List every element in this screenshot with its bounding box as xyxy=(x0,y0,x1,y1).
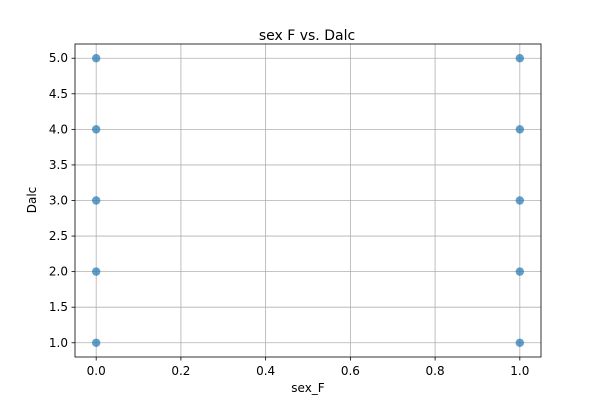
x-tick-label: 0.0 xyxy=(87,364,106,378)
x-axis-label: sex_F xyxy=(291,381,325,395)
y-tick-label: 4.0 xyxy=(49,122,68,136)
scatter-point xyxy=(91,54,101,63)
chart-title: sex F vs. Dalc xyxy=(259,28,355,44)
scatter-point xyxy=(515,125,525,134)
x-tick-label: 1.0 xyxy=(510,364,529,378)
scatter-point xyxy=(515,196,525,205)
x-tick-label: 0.2 xyxy=(171,364,190,378)
y-tick-label: 4.5 xyxy=(49,87,68,101)
scatter-point xyxy=(91,125,101,134)
y-tick-label: 1.5 xyxy=(49,300,68,314)
scatter-point xyxy=(515,54,525,63)
y-tick-label: 2.5 xyxy=(49,229,68,243)
scatter-point xyxy=(515,267,525,276)
scatter-point xyxy=(91,338,101,347)
x-tick-label: 0.4 xyxy=(256,364,275,378)
y-tick-label: 3.5 xyxy=(49,158,68,172)
scatter-point xyxy=(91,267,101,276)
y-axis-ticks: 1.0 1.5 2.0 2.5 3.0 3.5 4.0 4.5 5.0 xyxy=(49,51,75,350)
x-tick-label: 0.6 xyxy=(341,364,360,378)
y-tick-label: 1.0 xyxy=(49,336,68,350)
y-tick-label: 2.0 xyxy=(49,265,68,279)
scatter-point xyxy=(515,338,525,347)
y-tick-label: 3.0 xyxy=(49,194,68,208)
x-tick-label: 0.8 xyxy=(426,364,445,378)
grid-lines xyxy=(75,44,541,357)
scatter-points xyxy=(91,54,525,347)
y-tick-label: 5.0 xyxy=(49,51,68,65)
scatter-point xyxy=(91,196,101,205)
x-axis-ticks: 0.0 0.2 0.4 0.6 0.8 1.0 xyxy=(87,357,529,378)
y-axis-label: Dalc xyxy=(25,187,39,214)
